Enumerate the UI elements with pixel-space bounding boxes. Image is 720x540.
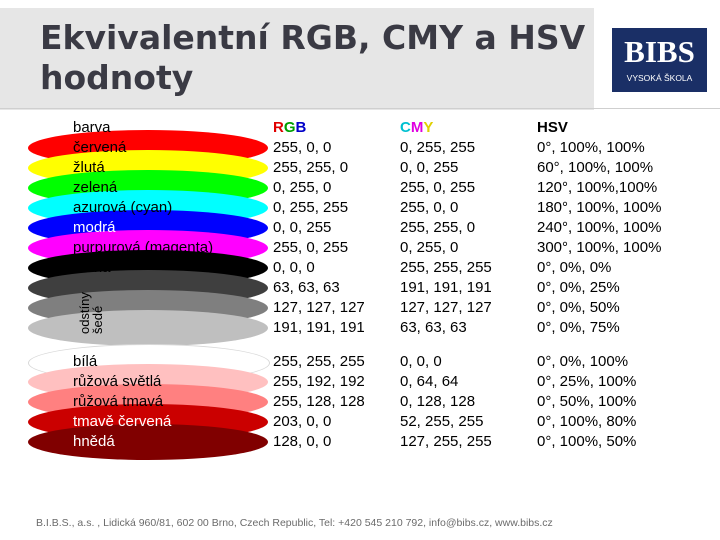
rgb-value: 203, 0, 0 (273, 413, 332, 430)
rgb-value: 255, 255, 0 (273, 159, 349, 176)
color-ellipse-stack (0, 0, 280, 540)
hsv-value: 0°, 50%, 100% (537, 393, 637, 410)
title-line-2: hodnoty (40, 58, 194, 97)
color-name: modrá (73, 219, 116, 236)
cmy-value: 255, 255, 0 (400, 219, 476, 236)
bibs-logo: BIBS VYSOKÁ ŠKOLA (612, 28, 707, 92)
hsv-value: 0°, 100%, 100% (537, 139, 645, 156)
rgb-value: 0, 0, 0 (273, 259, 315, 276)
color-name: azurová (cyan) (73, 199, 173, 216)
rgb-value: 0, 0, 255 (273, 219, 332, 236)
hsv-value: 0°, 0%, 0% (537, 259, 612, 276)
rgb-value: 255, 128, 128 (273, 393, 365, 410)
footer-contact: B.I.B.S., a.s. , Lidická 960/81, 602 00 … (36, 517, 553, 529)
hsv-value: 240°, 100%, 100% (537, 219, 662, 236)
hsv-value: 60°, 100%, 100% (537, 159, 654, 176)
cmy-value: 0, 0, 255 (400, 159, 459, 176)
header-hsv: HSV (537, 119, 568, 136)
title-rule (0, 108, 720, 109)
gray-shades-label-line2: šedé (90, 305, 105, 334)
cmy-value: 255, 0, 255 (400, 179, 476, 196)
title-line-1: Ekvivalentní RGB, CMY a HSV (40, 18, 586, 57)
header-cmy-c: C (400, 119, 411, 136)
hsv-value: 0°, 0%, 75% (537, 319, 620, 336)
cmy-value: 255, 0, 0 (400, 199, 459, 216)
rgb-value: 63, 63, 63 (273, 279, 340, 296)
cmy-value: 255, 255, 255 (400, 259, 492, 276)
rgb-value: 0, 255, 255 (273, 199, 349, 216)
color-swatch-ellipse (28, 310, 268, 346)
cmy-value: 0, 128, 128 (400, 393, 476, 410)
color-name: tmavě červená (73, 413, 172, 430)
page-title: Ekvivalentní RGB, CMY a HSV hodnoty (40, 18, 585, 98)
cmy-value: 191, 191, 191 (400, 279, 492, 296)
cmy-value: 127, 255, 255 (400, 433, 492, 450)
header-rgb-g: G (283, 119, 296, 136)
color-name: růžová světlá (73, 373, 162, 390)
hsv-value: 0°, 25%, 100% (537, 373, 637, 390)
rgb-value: 255, 0, 255 (273, 239, 349, 256)
header-cmy: CMY (400, 118, 433, 138)
hsv-value: 0°, 0%, 25% (537, 279, 620, 296)
color-name: zelená (73, 179, 118, 196)
cmy-value: 0, 255, 0 (400, 239, 459, 256)
logo-subtitle: VYSOKÁ ŠKOLA (627, 73, 693, 83)
hsv-value: 0°, 100%, 80% (537, 413, 637, 430)
hsv-value: 120°, 100%,100% (537, 179, 658, 196)
rgb-value: 127, 127, 127 (273, 299, 365, 316)
header-cmy-m: M (410, 119, 424, 136)
color-name: hnědá (73, 433, 115, 450)
header-cmy-y: Y (423, 119, 434, 136)
color-name: bílá (73, 353, 98, 370)
rgb-value: 128, 0, 0 (273, 433, 332, 450)
color-name: růžová tmavá (73, 393, 164, 410)
hsv-value: 180°, 100%, 100% (537, 199, 662, 216)
rgb-value: 191, 191, 191 (273, 319, 365, 336)
cmy-value: 0, 64, 64 (400, 373, 459, 390)
logo-brand: BIBS (624, 34, 695, 69)
cmy-value: 0, 255, 255 (400, 139, 476, 156)
color-name: černá (73, 259, 111, 276)
rgb-value: 255, 255, 255 (273, 353, 365, 370)
hsv-value: 0°, 0%, 100% (537, 353, 629, 370)
header-rgb-r: R (273, 119, 284, 136)
rgb-value: 255, 192, 192 (273, 373, 365, 390)
header-rgb-b: B (295, 119, 307, 136)
header-color-name: barva (73, 119, 111, 136)
cmy-value: 52, 255, 255 (400, 413, 484, 430)
rgb-value: 0, 255, 0 (273, 179, 332, 196)
cmy-value: 0, 0, 0 (400, 353, 442, 370)
hsv-value: 0°, 100%, 50% (537, 433, 637, 450)
color-swatch-ellipse (28, 424, 268, 460)
title-band (0, 8, 594, 110)
cmy-value: 127, 127, 127 (400, 299, 492, 316)
hsv-value: 300°, 100%, 100% (537, 239, 662, 256)
rgb-value: 255, 0, 0 (273, 139, 332, 156)
header-rgb: RGB (273, 118, 306, 138)
color-name: žlutá (73, 159, 105, 176)
cmy-value: 63, 63, 63 (400, 319, 467, 336)
color-name: červená (73, 139, 127, 156)
hsv-value: 0°, 0%, 50% (537, 299, 620, 316)
color-name: purpurová (magenta) (73, 239, 214, 256)
